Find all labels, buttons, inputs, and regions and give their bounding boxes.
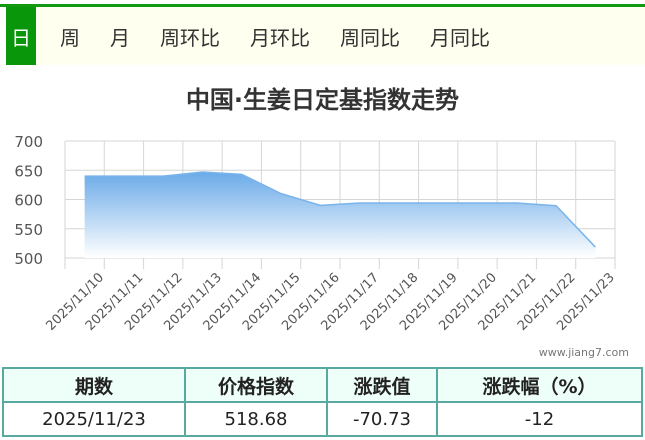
- tab-month-yoy[interactable]: 月同比: [430, 25, 490, 50]
- tab-week[interactable]: 周: [60, 25, 80, 50]
- summary-table: 期数 价格指数 涨跌值 涨跌幅（%） 2025/11/23 518.68 -70…: [2, 367, 643, 437]
- cell-change-pct: -12: [436, 401, 643, 437]
- table-row: 2025/11/23 518.68 -70.73 -12: [2, 401, 643, 437]
- cell-change: -70.73: [326, 401, 438, 437]
- header-change: 涨跌值: [326, 367, 438, 403]
- watermark: www.jiang7.com: [538, 346, 629, 359]
- tab-day[interactable]: 日: [6, 7, 36, 65]
- chart-title: 中国·生姜日定基指数走势: [185, 86, 460, 114]
- chart: 5005506006507002025/11/102025/11/112025/…: [14, 133, 617, 334]
- y-tick-label: 600: [14, 192, 43, 210]
- header-change-pct: 涨跌幅（%）: [436, 367, 643, 403]
- tab-week-yoy[interactable]: 周同比: [340, 25, 400, 50]
- period-tabs: 日 周 月 周环比 月环比 周同比 月同比: [6, 7, 645, 65]
- y-tick-label: 500: [14, 250, 43, 268]
- y-tick-label: 650: [14, 162, 43, 180]
- cell-period: 2025/11/23: [2, 401, 186, 437]
- header-period: 期数: [2, 367, 186, 403]
- tab-month[interactable]: 月: [110, 25, 130, 50]
- header-index: 价格指数: [184, 367, 328, 403]
- tab-month-ring[interactable]: 月环比: [250, 25, 310, 50]
- table-header-row: 期数 价格指数 涨跌值 涨跌幅（%）: [2, 367, 643, 403]
- y-tick-label: 550: [14, 221, 43, 239]
- y-tick-label: 700: [14, 133, 43, 151]
- cell-index: 518.68: [184, 401, 328, 437]
- tab-week-ring[interactable]: 周环比: [160, 25, 220, 50]
- top-border: [0, 4, 645, 7]
- series-line: [84, 171, 596, 248]
- area-fill: [84, 172, 596, 258]
